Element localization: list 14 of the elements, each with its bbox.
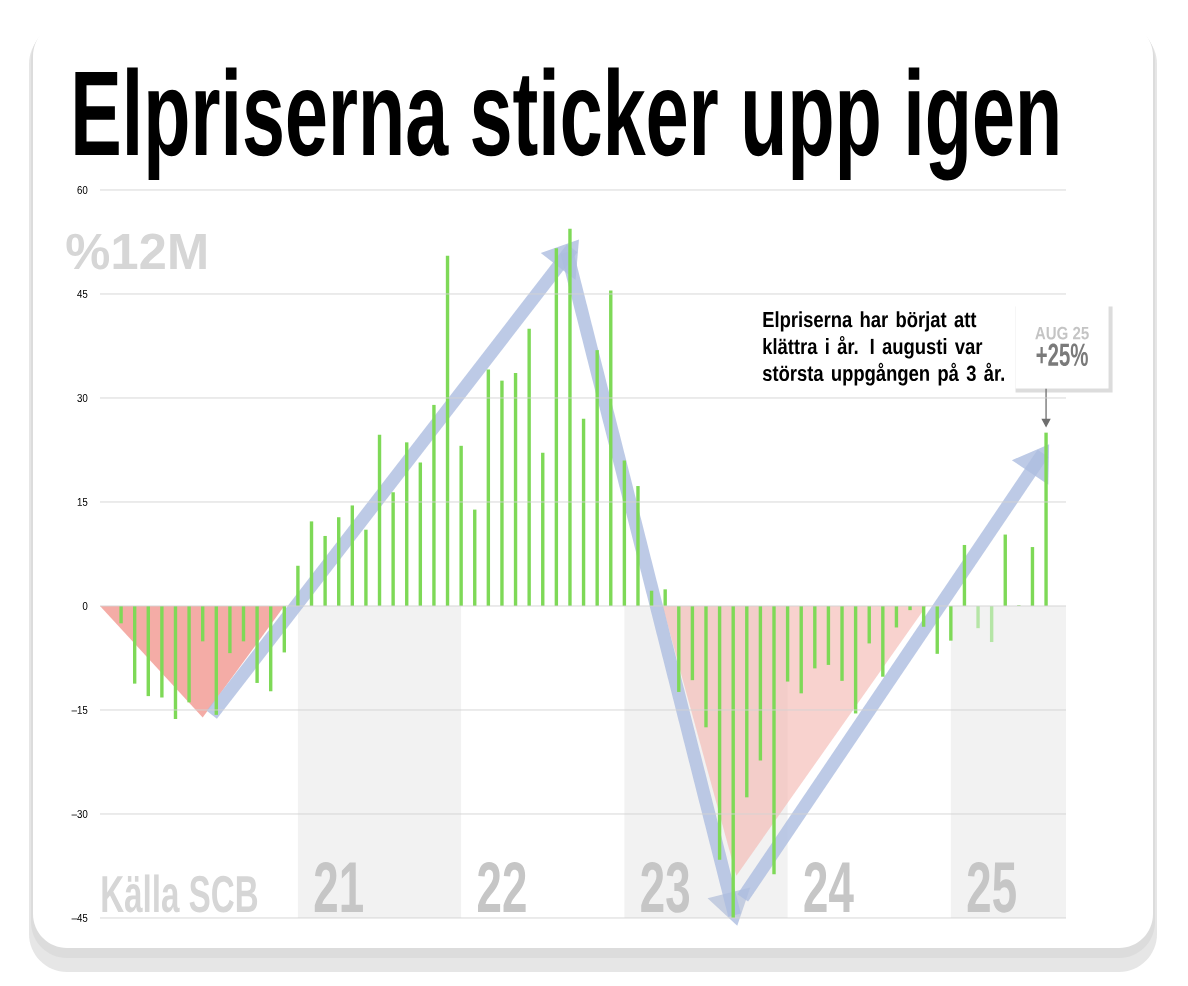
y-tick-label: 45	[77, 289, 88, 298]
y-tick-label: 60	[77, 185, 88, 195]
x-tick-label: 22	[478, 861, 526, 912]
y-tick-label: –15	[71, 705, 88, 714]
y-tick-label: 0	[82, 601, 88, 611]
y-tick-label: 30	[77, 393, 88, 403]
y-tick-label: 15	[77, 497, 88, 506]
y-tick-label: –45	[71, 913, 88, 922]
annotation: Elpriserna har börjat att klättra i år. I augusti var största uppgången på 3 år.	[762, 311, 1004, 386]
x-tick-label: 24	[804, 861, 854, 912]
y-tick-label: –30	[71, 809, 88, 819]
chart-title: Elpriserna sticker upp igen	[75, 67, 1058, 181]
annotation: +25%	[1036, 343, 1088, 367]
annotation: AUG 25	[1035, 326, 1089, 340]
